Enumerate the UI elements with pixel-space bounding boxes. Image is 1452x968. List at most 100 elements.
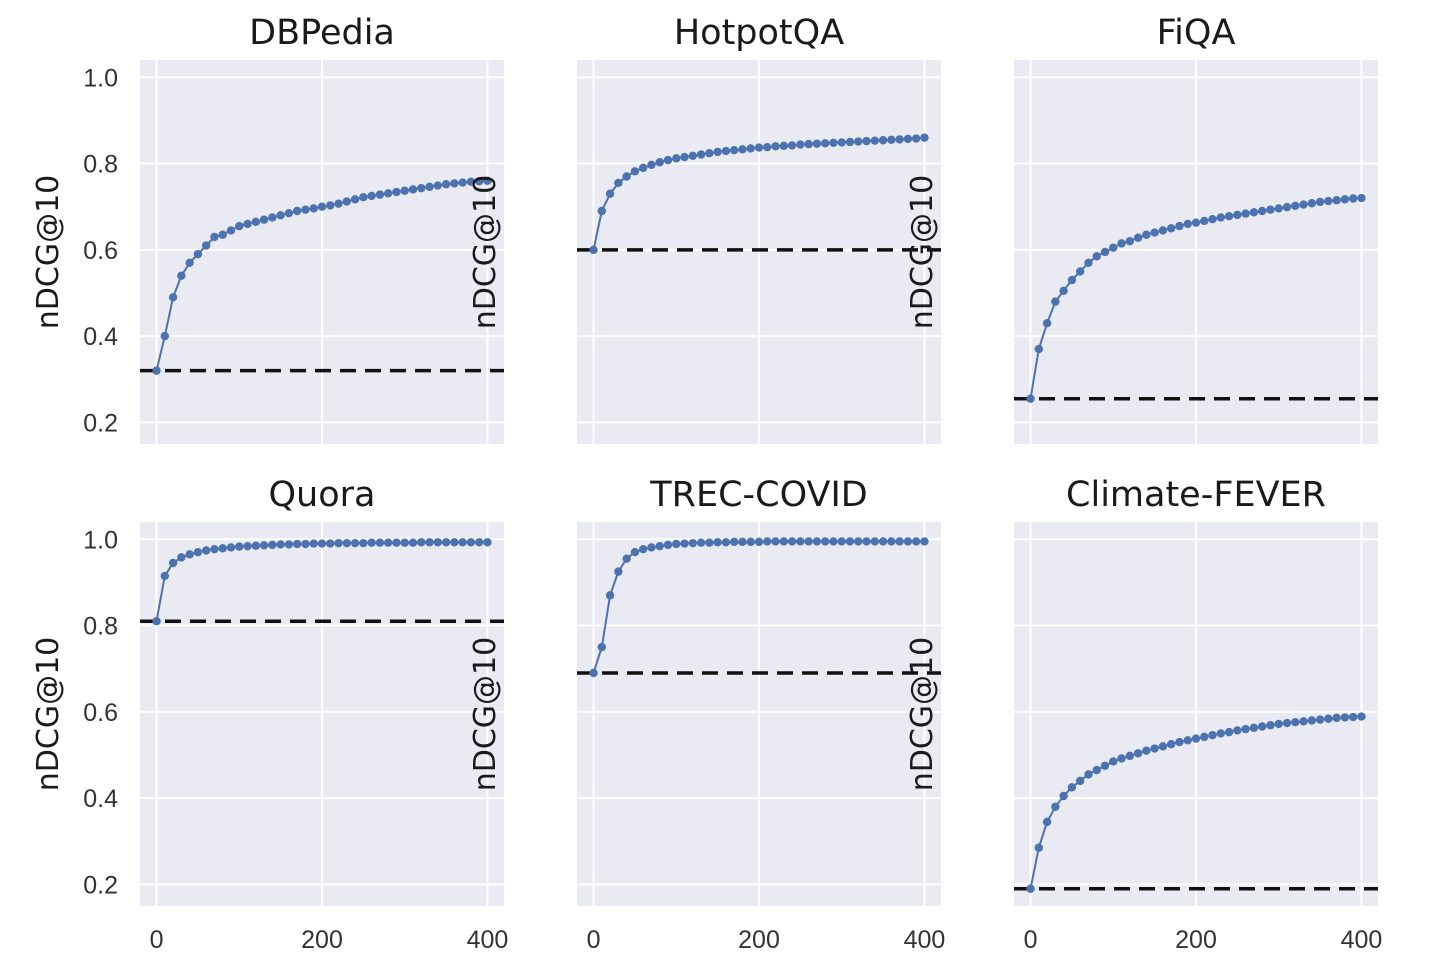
data-point — [854, 137, 863, 146]
data-point — [1307, 716, 1317, 725]
data-point — [168, 558, 178, 568]
data-point — [1208, 730, 1217, 740]
data-point — [1183, 736, 1192, 745]
data-point — [1348, 194, 1358, 203]
data-point — [597, 642, 607, 652]
data-point — [160, 331, 170, 341]
data-point — [334, 538, 343, 548]
data-point — [1291, 201, 1300, 211]
data-point — [1084, 258, 1093, 267]
y-axis-label: nDCG@10 — [468, 175, 503, 329]
x-tick-label: 200 — [738, 926, 780, 954]
data-point — [771, 142, 780, 151]
data-point — [408, 538, 418, 547]
data-point — [400, 538, 409, 547]
data-point — [210, 232, 219, 242]
data-point — [837, 138, 846, 147]
data-point — [713, 538, 722, 547]
data-point — [1100, 761, 1110, 770]
data-point — [1332, 196, 1341, 205]
x-tick-label: 200 — [1175, 926, 1217, 954]
data-point — [342, 538, 352, 548]
data-point — [895, 537, 904, 546]
data-point — [763, 142, 772, 152]
data-point — [1191, 218, 1201, 227]
data-point — [326, 201, 335, 210]
data-point — [829, 537, 838, 546]
x-tick-label: 0 — [150, 926, 164, 954]
data-point — [1315, 197, 1325, 207]
data-point — [1142, 746, 1151, 755]
data-point — [1299, 200, 1308, 209]
data-point — [1034, 843, 1044, 852]
chart-title: DBPedia — [249, 13, 395, 53]
data-point — [622, 172, 631, 181]
data-point — [647, 543, 656, 552]
data-point — [820, 139, 830, 148]
data-point — [763, 537, 772, 546]
data-point — [1051, 802, 1060, 811]
y-tick-label: 0.4 — [83, 323, 118, 351]
data-point — [1092, 765, 1101, 775]
data-point — [729, 145, 739, 155]
data-point — [705, 148, 714, 158]
data-point — [1307, 199, 1317, 208]
data-point — [1026, 884, 1035, 893]
y-tick-label: 0.2 — [83, 409, 118, 437]
data-point — [1183, 219, 1192, 229]
data-point — [350, 195, 360, 204]
data-point — [168, 293, 178, 302]
data-point — [458, 538, 467, 547]
data-point — [911, 537, 921, 546]
data-point — [1075, 267, 1085, 276]
data-point — [251, 217, 261, 226]
data-point — [1324, 196, 1333, 206]
data-point — [1357, 712, 1366, 721]
y-axis-label: nDCG@10 — [31, 637, 66, 791]
data-point — [688, 538, 698, 548]
data-point — [1241, 209, 1250, 218]
chart-title: TREC-COVID — [649, 475, 867, 515]
data-point — [1233, 726, 1242, 735]
data-point — [812, 139, 822, 148]
panel-quora: Quora nDCG@10 0.2 0.4 0.6 0.8 1.0 0 200 400 — [31, 475, 508, 954]
data-point — [787, 141, 797, 150]
data-point — [878, 136, 888, 145]
data-point — [771, 537, 780, 546]
data-point — [1100, 247, 1110, 257]
y-tick-label: 0.2 — [83, 871, 118, 899]
data-point — [1117, 754, 1126, 763]
data-point — [1133, 749, 1143, 758]
data-point — [1224, 211, 1234, 221]
y-tick-label: 0.6 — [83, 699, 118, 727]
x-tick-label: 400 — [467, 926, 509, 954]
data-point — [1084, 770, 1093, 779]
data-point — [1067, 275, 1077, 285]
data-point — [622, 554, 631, 563]
data-point — [1357, 193, 1366, 203]
data-point — [458, 178, 467, 187]
data-point — [721, 146, 731, 156]
data-point — [779, 537, 789, 546]
data-point — [630, 167, 640, 176]
y-axis-label: nDCG@10 — [468, 637, 503, 791]
data-point — [193, 249, 203, 259]
data-point — [1059, 286, 1068, 296]
data-point — [779, 141, 789, 151]
data-point — [1026, 394, 1035, 403]
data-point — [729, 537, 739, 547]
data-point — [746, 537, 755, 547]
data-point — [837, 537, 846, 546]
data-point — [812, 537, 822, 546]
data-point — [796, 537, 805, 546]
data-point — [672, 154, 681, 163]
data-point — [400, 186, 409, 195]
data-point — [218, 230, 227, 239]
data-point — [392, 538, 401, 547]
data-point — [870, 136, 880, 145]
data-point — [845, 137, 855, 147]
data-point — [226, 543, 236, 552]
data-point — [903, 134, 913, 144]
y-tick-label: 1.0 — [83, 64, 118, 92]
